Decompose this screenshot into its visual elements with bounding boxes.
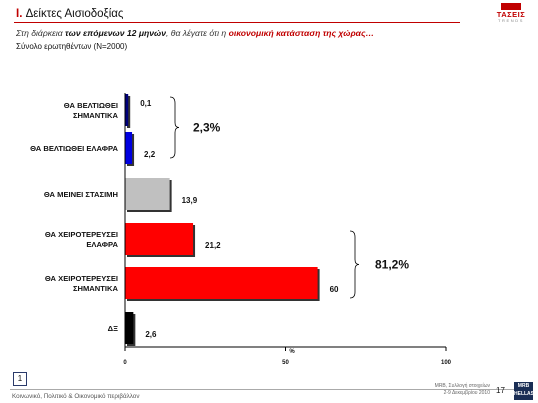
- page-number: 17: [496, 386, 505, 395]
- bar: [125, 223, 194, 255]
- logo-name: ΤΑΣΕΙΣ: [496, 10, 526, 19]
- question-part: , θα λέγατε ότι η: [166, 28, 229, 38]
- group-total-label: 2,3%: [193, 121, 221, 135]
- page-title: I. Δείκτες Αισιοδοξίας: [16, 8, 123, 20]
- question-text: Στη διάρκεια των επόμενων 12 μηνών, θα λ…: [16, 28, 374, 38]
- x-axis-label: %: [289, 349, 295, 355]
- category-label: ΘΑ ΜΕΙΝΕΙ ΣΤΑΣΙΜΗ: [44, 190, 118, 199]
- group-brace: [169, 96, 180, 159]
- category-label: ΘΑ ΧΕΙΡΟΤΕΡΕΥΣΕΙ: [45, 274, 118, 283]
- x-tick-label: 100: [441, 360, 452, 366]
- x-tick-label: 50: [282, 360, 289, 366]
- footer-divider: [10, 389, 515, 390]
- bar: [125, 132, 133, 164]
- group-total-label: 81,2%: [375, 258, 409, 272]
- bar-shadow: [127, 96, 131, 128]
- slide-number-box: 1: [13, 372, 27, 386]
- question-highlight: οικονομική κατάσταση της χώρας…: [228, 28, 375, 38]
- section-number: I.: [16, 8, 23, 20]
- mrb-logo-top: MRB: [517, 383, 530, 389]
- mrb-logo-bottom: HELLAS: [514, 391, 534, 397]
- title-divider: [14, 22, 460, 23]
- footer-date-line: 2-9 Δεκεμβρίου 2010: [443, 390, 490, 396]
- footer-section-title: Κοινωνικό, Πολιτικό & Οικονομικό περιβάλ…: [12, 393, 140, 400]
- category-label: ΔΞ: [108, 324, 118, 333]
- logo-tagline: TRENDS: [497, 18, 525, 23]
- bar: [125, 94, 129, 126]
- data-label: 13,9: [182, 196, 198, 205]
- footer-source-line: MRB, Συλλογή στοιχείων: [434, 383, 490, 389]
- data-label: 60: [330, 285, 339, 294]
- data-label: 2,2: [144, 150, 156, 159]
- x-tick-label: 0: [123, 360, 127, 366]
- data-label: 2,6: [145, 330, 157, 339]
- category-label: ΘΑ ΒΕΛΤΙΩΘΕΙ ΕΛΑΦΡΑ: [30, 144, 118, 153]
- category-label: ΣΗΜΑΝΤΙΚΑ: [73, 111, 119, 120]
- category-label: ΘΑ ΒΕΛΤΙΩΘΕΙ: [64, 101, 118, 110]
- bar: [125, 267, 318, 299]
- footer-source: MRB, Συλλογή στοιχείων 2-9 Δεκεμβρίου 201…: [398, 383, 490, 397]
- sample-size: Σύνολο ερωτηθέντων (N=2000): [16, 42, 128, 51]
- title-text: Δείκτες Αισιοδοξίας: [25, 8, 124, 20]
- question-part: Στη διάρκεια: [16, 28, 66, 38]
- brand-logo: ΤΑΣΕΙΣ TRENDS: [487, 3, 535, 23]
- data-label: 21,2: [205, 241, 221, 250]
- mrb-logo: MRB HELLAS: [514, 382, 534, 400]
- category-label: ΘΑ ΧΕΙΡΟΤΕΡΕΥΣΕΙ: [45, 230, 118, 239]
- group-brace: [349, 230, 360, 299]
- bar: [125, 178, 170, 210]
- category-label: ΣΗΜΑΝΤΙΚΑ: [73, 284, 119, 293]
- question-emphasis: των επόμενων 12 μηνών: [65, 28, 167, 38]
- bar: [125, 312, 134, 344]
- category-label: ΕΛΑΦΡΑ: [86, 240, 118, 249]
- data-label: 0,1: [140, 99, 152, 108]
- logo-mark: [501, 3, 521, 10]
